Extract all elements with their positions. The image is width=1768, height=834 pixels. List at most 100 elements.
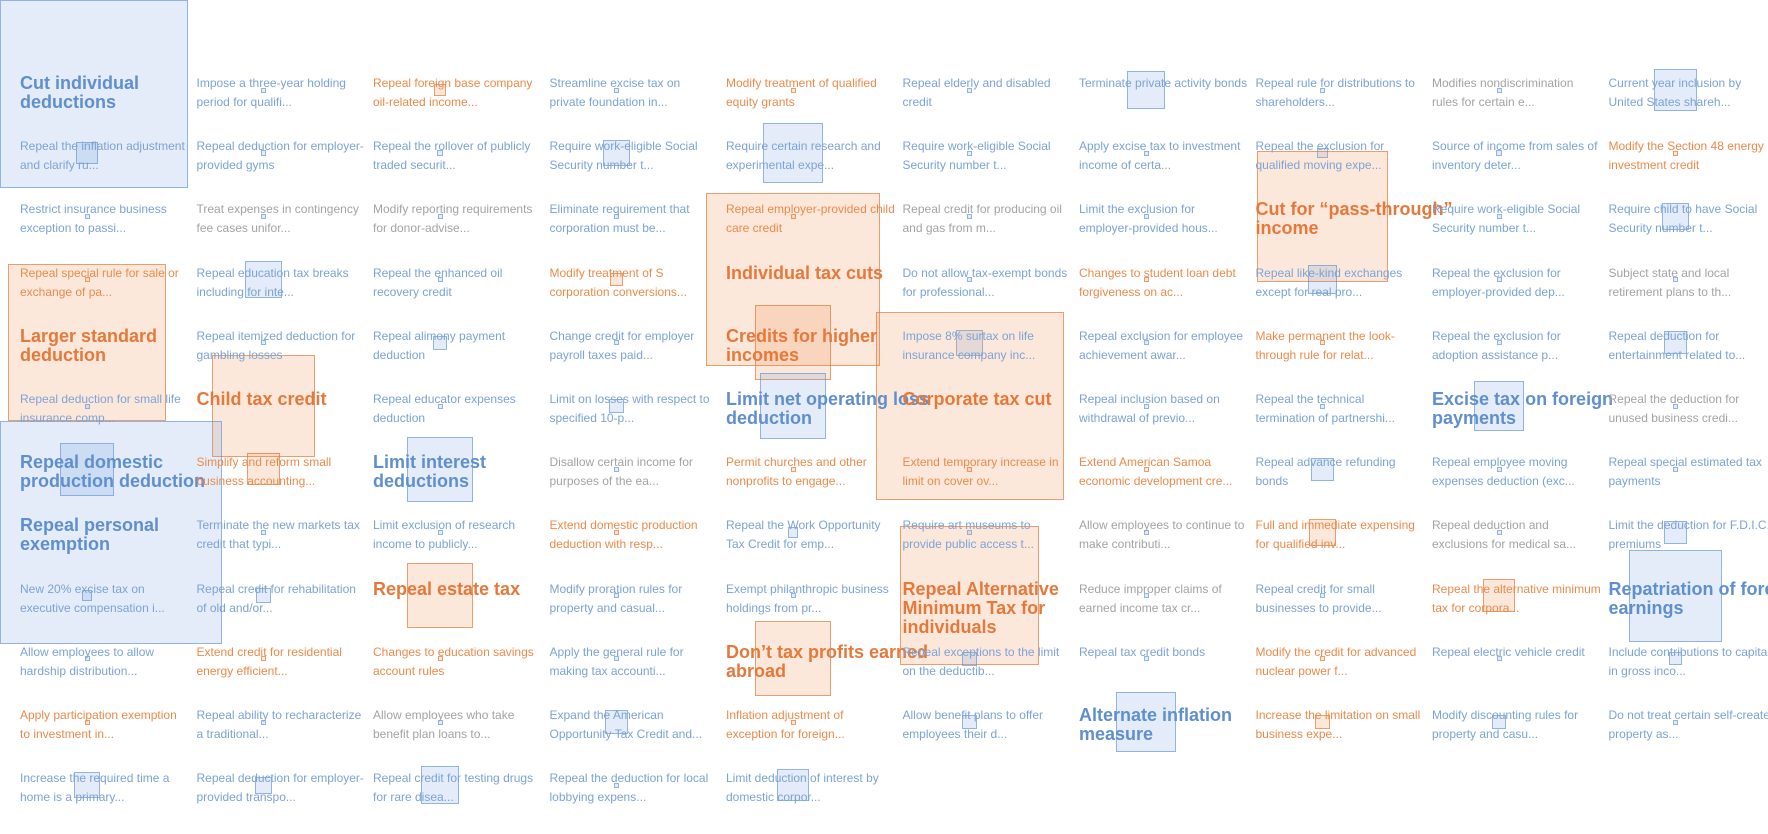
policy-square: [776, 768, 810, 802]
policy-label: Repeal itemized deduction for gambling l…: [196, 328, 356, 362]
policy-square: [1127, 71, 1165, 109]
policy-label: Repeal deduction for entertainment relat…: [1608, 328, 1746, 362]
policy-square: [434, 84, 446, 96]
policy-label: Repeal the rollover of publicly traded s…: [373, 139, 531, 173]
policy-square: [84, 719, 90, 725]
policy-square: [1673, 719, 1678, 725]
policy-square: [437, 403, 443, 409]
policy-square: [261, 213, 266, 219]
policy-square: [407, 436, 473, 502]
policy-label: Repeal the exclusion for qualified movin…: [1255, 139, 1385, 173]
policy-square: [0, 421, 223, 644]
policy-label: Apply the general rule for making tax ac…: [549, 644, 684, 678]
policy-label: Terminate private activity bonds: [1079, 76, 1248, 90]
policy-square: [956, 329, 983, 357]
policy-label: Limit the exclusion for employer-provide…: [1079, 202, 1218, 236]
policy-square: [81, 590, 93, 601]
policy-label: Repeal alimony payment deduction: [373, 328, 506, 362]
policy-square: [609, 398, 624, 414]
policy-label: Require work-eligible Social Security nu…: [549, 139, 698, 173]
policy-label: Modify the credit for advanced nuclear p…: [1255, 644, 1417, 678]
policy-label: Repeal the inflation adjustment and clar…: [20, 139, 185, 173]
policy-square: [261, 719, 266, 725]
policy-square: [967, 87, 972, 93]
policy-label: Repeal deduction for employer-provided t…: [196, 771, 364, 805]
policy-square: [1143, 466, 1149, 472]
policy-label: Simplify and reform small business accou…: [196, 455, 332, 489]
policy-square: [421, 766, 459, 804]
policy-label: Changes to education savings account rul…: [373, 644, 534, 678]
policy-square: [1662, 203, 1689, 230]
policy-label: Child tax credit: [196, 389, 327, 409]
policy-label: Repeal exceptions to the limit on the de…: [902, 644, 1060, 678]
policy-label: Current year inclusion by United States …: [1608, 76, 1742, 109]
policy-label: Modify treatment of S corporation conver…: [549, 265, 687, 299]
policy-label: Repeal credit for producing oil and gas …: [902, 202, 1062, 236]
policy-label: Repeal the exclusion for employer-provid…: [1432, 265, 1565, 299]
policy-label: Repeal the deduction for unused business…: [1608, 392, 1740, 425]
policy-square: [60, 442, 114, 496]
policy-square: [763, 123, 823, 183]
policy-square: [967, 277, 972, 283]
policy-square: [437, 719, 443, 725]
policy-label: Repeal Alternative Minimum Tax for indiv…: [902, 578, 1059, 637]
policy-label: Repeal deduction for small life insuranc…: [20, 392, 181, 425]
policy-label: Cut individual deductions: [20, 73, 139, 112]
policy-label: Require child to have Social Security nu…: [1608, 202, 1758, 236]
policy-label: Impose 8% surtax on life insurance compa…: [902, 328, 1036, 362]
policy-square: [1673, 150, 1678, 156]
policy-label: Restrict insurance business exception to…: [20, 202, 167, 236]
policy-label: Repeal special estimated tax payments: [1608, 455, 1762, 489]
policy-square: [603, 139, 630, 167]
policy-square: [437, 213, 443, 219]
policy-label: Repeal inclusion based on withdrawal of …: [1079, 392, 1220, 425]
policy-square: [790, 213, 796, 219]
policy-label: Limit exclusion of research income to pu…: [373, 518, 516, 552]
policy-square: [260, 150, 267, 157]
policy-square: [407, 563, 473, 629]
policy-label: Larger standard deduction: [20, 325, 158, 365]
policy-square: [614, 213, 619, 219]
policy-square: [1496, 213, 1502, 219]
policy-label: Repeal like-kind exchanges except for re…: [1255, 265, 1403, 299]
policy-square: [614, 340, 619, 346]
policy-square: [1257, 151, 1388, 282]
policy-square: [604, 710, 628, 734]
policy-square: [1496, 656, 1502, 662]
policy-square: [614, 656, 619, 662]
policy-label: Changes to student loan debt forgiveness…: [1079, 265, 1236, 299]
policy-square: [0, 0, 188, 188]
policy-square: [1629, 549, 1722, 642]
policy-label: Repeal credit for small businesses to pr…: [1255, 581, 1382, 615]
policy-square: [1496, 277, 1502, 283]
policy-square: [967, 466, 972, 472]
policy-square: [1496, 150, 1502, 157]
policy-label: Inflation adjustment of exception for fo…: [726, 708, 845, 741]
policy-square: [1673, 277, 1678, 283]
policy-square: [212, 354, 315, 458]
policy-square: [1673, 466, 1678, 472]
policy-label: Limit the deduction for F.D.I.C. premium…: [1608, 518, 1768, 552]
policy-label: Modify reporting requirements for donor-…: [373, 202, 533, 236]
policy-square: [1143, 277, 1149, 283]
policy-square: [1116, 692, 1176, 752]
policy-square: [1668, 652, 1683, 666]
policy-label: Credits for higher incomes: [726, 325, 878, 365]
policy-label: Extend credit for residential energy eff…: [196, 644, 342, 678]
policy-label: Extend American Samoa economic developme…: [1079, 455, 1233, 489]
policy-label: Alternate inflation measure: [1079, 705, 1233, 744]
policy-label: Allow employees who take benefit plan lo…: [373, 708, 515, 741]
policy-square: [261, 656, 266, 662]
policy-square: [76, 142, 98, 164]
policy-label: Limit interest deductions: [373, 452, 487, 492]
policy-square: [1496, 466, 1502, 472]
policy-square: [609, 272, 624, 287]
policy-square: [760, 373, 826, 439]
policy-label: Don’t tax profits earned abroad: [726, 641, 929, 681]
policy-label: Individual tax cuts: [726, 262, 884, 283]
policy-label: Limit on losses with respect to specifie…: [549, 392, 710, 425]
policy-label: Do not treat certain self-created proper…: [1608, 708, 1768, 741]
policy-square: [967, 213, 972, 219]
policy-label: Corporate tax cut: [902, 389, 1052, 409]
policy-label: Repeal employee moving expenses deductio…: [1432, 455, 1575, 489]
